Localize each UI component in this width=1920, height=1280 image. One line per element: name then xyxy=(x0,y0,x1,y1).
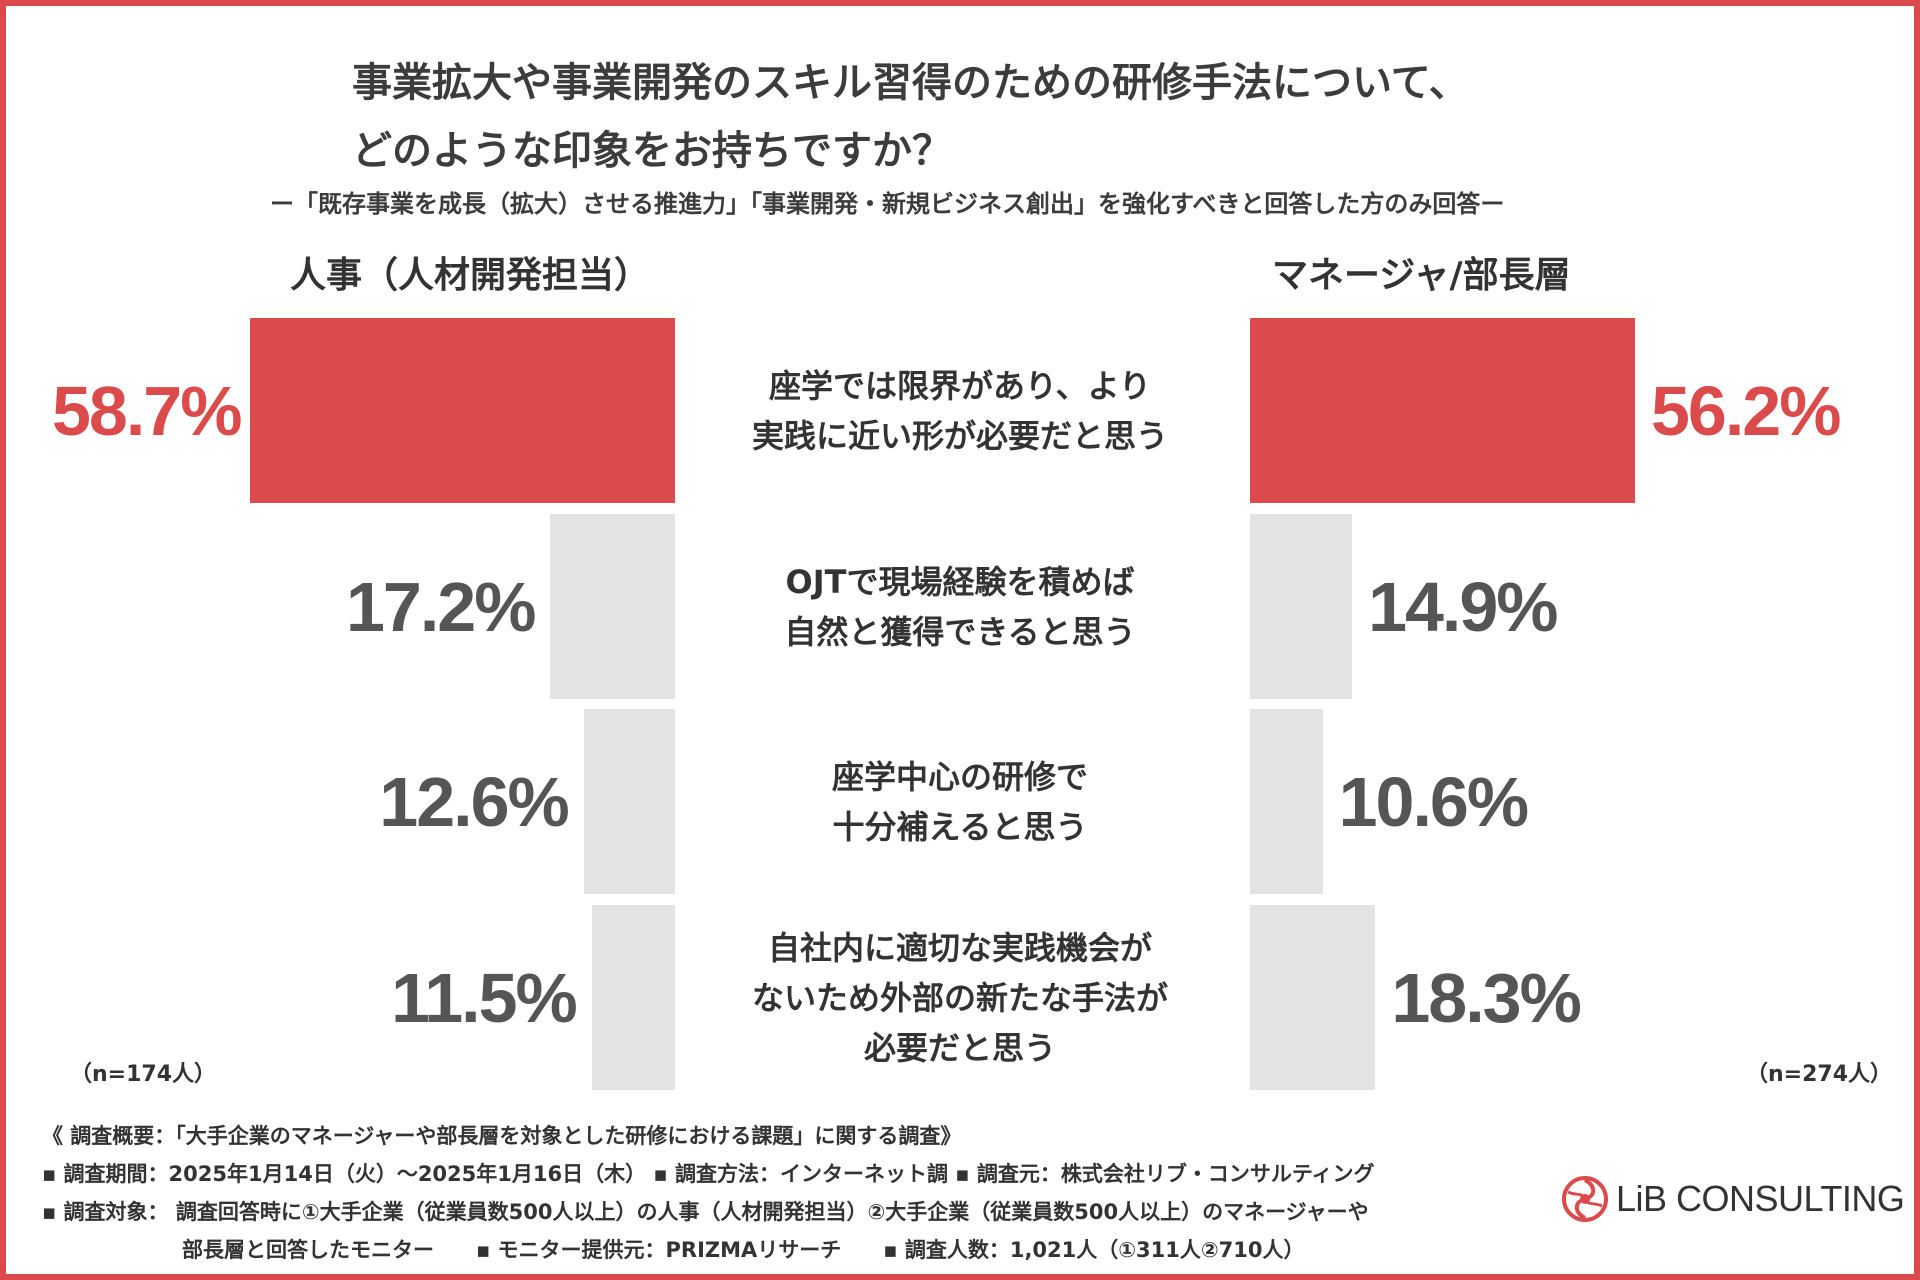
chart-title-line2: どのような印象をお持ちですか？ xyxy=(352,128,952,174)
category-label-line: 座学では限界があり、より xyxy=(768,366,1152,405)
company-logo: LiB CONSULTING xyxy=(1562,1176,1905,1222)
survey-details-line3: 部長層と回答したモニター ▪ モニター提供元：PRIZMAリサーチ ▪ 調査人数… xyxy=(182,1238,1305,1262)
left-value-label: 17.2% xyxy=(345,567,536,646)
right-bar xyxy=(1250,905,1376,1090)
logo-text: LiB CONSULTING xyxy=(1616,1178,1905,1219)
right-bar xyxy=(1250,318,1635,503)
left-value-label: 11.5% xyxy=(391,958,578,1037)
right-sample-size: （n=274人） xyxy=(1746,1062,1893,1087)
left-bar xyxy=(583,709,675,894)
right-value-label: 10.6% xyxy=(1338,762,1529,841)
category-label-line: 自社内に適切な実践機会が xyxy=(767,928,1152,967)
left-bar xyxy=(550,514,675,699)
category-label: 自社内に適切な実践機会が ないため外部の新たな手法が 必要だと思う xyxy=(690,923,1230,1073)
category-label-line: OJTで現場経験を積めば xyxy=(785,562,1135,601)
right-bar xyxy=(1250,709,1323,894)
survey-summary: 《 調査概要：「大手企業のマネージャーや部長層を対象とした研修における課題」に関… xyxy=(42,1124,962,1148)
category-label-line: 必要だと思う xyxy=(863,1028,1056,1067)
right-value-label: 56.2% xyxy=(1651,371,1841,450)
category-label: 座学では限界があり、より 実践に近い形が必要だと思う xyxy=(690,361,1230,461)
category-label: 座学中心の研修で 十分補えると思う xyxy=(690,752,1230,852)
category-label-line: 十分補えると思う xyxy=(832,807,1088,846)
left-bar xyxy=(250,318,675,503)
left-sample-size: （n=174人） xyxy=(70,1062,217,1087)
chart-subtitle: ー「既存事業を成長（拡大）させる推進力」「事業開発・新規ビジネス創出」を強化すべ… xyxy=(270,190,1505,218)
right-value-label: 14.9% xyxy=(1368,567,1558,646)
right-value-label: 18.3% xyxy=(1391,958,1581,1037)
category-label: OJTで現場経験を積めば 自然と獲得できると思う xyxy=(690,557,1230,657)
left-value-label: 12.6% xyxy=(379,762,569,841)
swirl-logo-icon xyxy=(1562,1176,1608,1222)
right-series-title: マネージャ/部長層 xyxy=(1272,255,1571,296)
left-bar xyxy=(591,905,675,1090)
category-label-line: 実践に近い形が必要だと思う xyxy=(751,416,1168,455)
right-bar xyxy=(1250,514,1353,699)
category-label-line: 自然と獲得できると思う xyxy=(784,612,1136,651)
left-series-title: 人事（人材開発担当） xyxy=(290,255,651,296)
category-label-line: 座学中心の研修で xyxy=(831,757,1088,796)
survey-details-line1: ▪ 調査期間：2025年1月14日（火）〜2025年1月16日（木） ▪ 調査方… xyxy=(42,1162,1375,1186)
survey-details-line2: ▪ 調査対象： 調査回答時に①大手企業（従業員数500人以上）の人事（人材開発担… xyxy=(42,1200,1369,1224)
chart-title-line1: 事業拡大や事業開発のスキル習得のための研修手法について、 xyxy=(352,60,1469,106)
category-label-line: ないため外部の新たな手法が xyxy=(751,978,1168,1017)
left-value-label: 58.7% xyxy=(52,371,242,450)
